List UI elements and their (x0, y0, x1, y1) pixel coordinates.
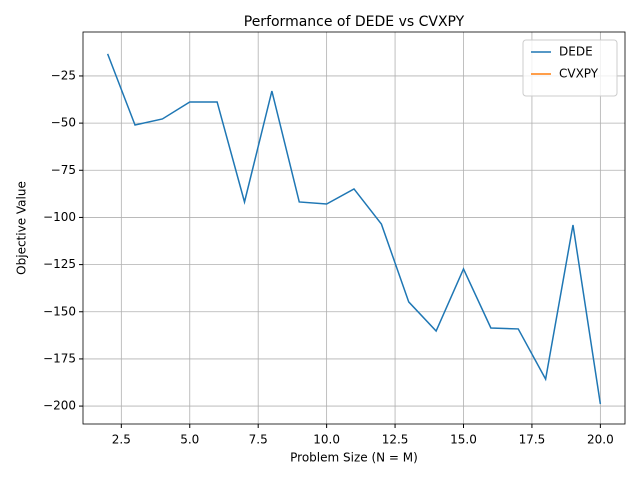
y-tick-label: −100 (43, 210, 76, 224)
y-tick-label: −25 (51, 68, 76, 82)
x-tick-label: 15.0 (450, 433, 477, 447)
x-tick-label: 2.5 (112, 433, 131, 447)
y-axis-label: Objective Value (15, 181, 29, 275)
data-line (106, 53, 602, 405)
chart-title: Performance of DEDE vs CVXPY (244, 14, 465, 30)
y-tick-label: −200 (43, 399, 76, 413)
x-tick-label: 12.5 (382, 433, 409, 447)
x-tick-label: 17.5 (519, 433, 546, 447)
y-tick-label: −75 (51, 163, 76, 177)
y-tick-label: −175 (43, 351, 76, 365)
x-axis-label: Problem Size (N = M) (290, 451, 418, 465)
x-tick-label: 10.0 (313, 433, 340, 447)
legend-label: CVXPY (559, 67, 599, 81)
legend-box (522, 39, 618, 97)
y-tick-label: −150 (43, 304, 76, 318)
x-tick-label: 5.0 (180, 433, 199, 447)
x-tick-label: 20.0 (587, 433, 614, 447)
legend-label: DEDE (559, 45, 593, 59)
plot-frame (82, 31, 626, 425)
y-tick-label: −125 (43, 257, 76, 271)
x-tick-label: 7.5 (249, 433, 268, 447)
y-tick-label: −50 (51, 116, 76, 130)
